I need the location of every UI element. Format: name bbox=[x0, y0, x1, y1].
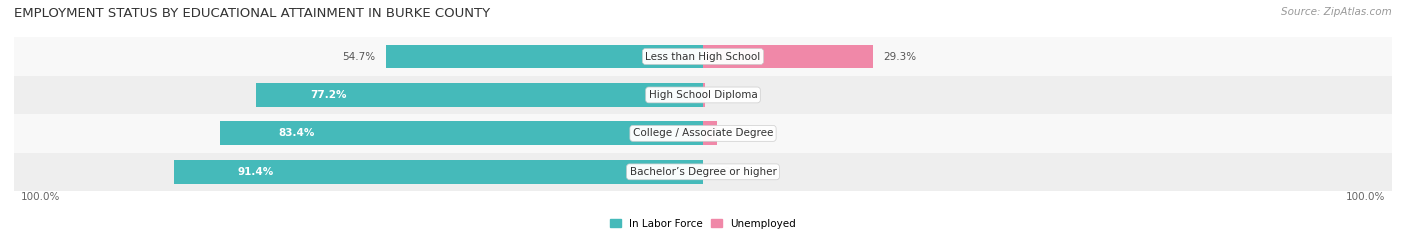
Bar bbox=[703, 83, 706, 107]
Text: Source: ZipAtlas.com: Source: ZipAtlas.com bbox=[1281, 7, 1392, 17]
Text: 54.7%: 54.7% bbox=[342, 51, 375, 62]
Bar bbox=[703, 45, 873, 69]
Text: Bachelor’s Degree or higher: Bachelor’s Degree or higher bbox=[630, 167, 776, 177]
Bar bbox=[703, 121, 717, 145]
Text: 91.4%: 91.4% bbox=[238, 167, 274, 177]
Text: 77.2%: 77.2% bbox=[309, 90, 346, 100]
Bar bbox=[256, 83, 703, 107]
Bar bbox=[14, 114, 1392, 153]
Text: 83.4%: 83.4% bbox=[278, 128, 315, 138]
Text: 100.0%: 100.0% bbox=[21, 192, 60, 202]
Text: 29.3%: 29.3% bbox=[883, 51, 917, 62]
Bar bbox=[174, 160, 703, 184]
Text: 2.4%: 2.4% bbox=[728, 128, 755, 138]
Text: EMPLOYMENT STATUS BY EDUCATIONAL ATTAINMENT IN BURKE COUNTY: EMPLOYMENT STATUS BY EDUCATIONAL ATTAINM… bbox=[14, 7, 491, 20]
Bar bbox=[221, 121, 703, 145]
Text: 0.4%: 0.4% bbox=[716, 90, 742, 100]
Text: High School Diploma: High School Diploma bbox=[648, 90, 758, 100]
Bar bbox=[14, 153, 1392, 191]
Legend: In Labor Force, Unemployed: In Labor Force, Unemployed bbox=[610, 219, 796, 229]
Text: 100.0%: 100.0% bbox=[1346, 192, 1385, 202]
Bar bbox=[14, 76, 1392, 114]
Text: 0.0%: 0.0% bbox=[714, 167, 741, 177]
Text: Less than High School: Less than High School bbox=[645, 51, 761, 62]
Bar bbox=[387, 45, 703, 69]
Bar bbox=[14, 37, 1392, 76]
Text: College / Associate Degree: College / Associate Degree bbox=[633, 128, 773, 138]
